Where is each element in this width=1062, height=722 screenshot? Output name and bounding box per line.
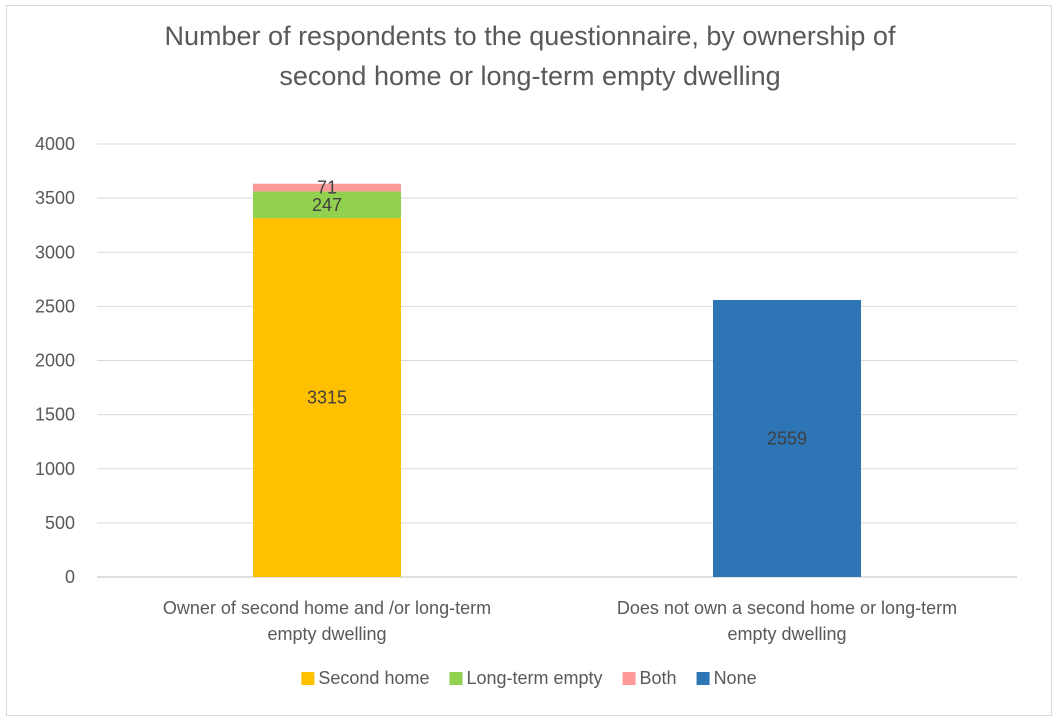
bar-segment bbox=[253, 191, 401, 219]
chart-title-line-2: second home or long-term empty dwelling bbox=[279, 61, 781, 91]
bar-segment bbox=[253, 183, 401, 192]
x-category-label: Owner of second home and /or long-term bbox=[163, 598, 491, 618]
x-category-label: empty dwelling bbox=[267, 624, 386, 644]
y-tick-label: 2500 bbox=[35, 296, 75, 316]
chart-title: Number of respondents to the questionnai… bbox=[7, 16, 1053, 96]
data-label: 71 bbox=[317, 178, 337, 198]
legend-swatch bbox=[301, 672, 315, 685]
y-tick-label: 500 bbox=[45, 513, 75, 533]
legend-swatch bbox=[622, 672, 636, 685]
legend-label: Both bbox=[640, 668, 677, 688]
legend-label: Second home bbox=[318, 668, 429, 688]
x-category-label: Does not own a second home or long-term bbox=[617, 598, 957, 618]
bar-segment bbox=[713, 299, 861, 577]
y-tick-label: 4000 bbox=[35, 134, 75, 154]
x-category-label: empty dwelling bbox=[727, 624, 846, 644]
y-tick-label: 0 bbox=[65, 567, 75, 587]
chart-title-line-1: Number of respondents to the questionnai… bbox=[164, 21, 896, 51]
y-tick-label: 1500 bbox=[35, 405, 75, 425]
legend-swatch bbox=[696, 672, 710, 685]
y-tick-label: 3500 bbox=[35, 188, 75, 208]
legend-label: None bbox=[714, 668, 757, 688]
y-tick-label: 2000 bbox=[35, 351, 75, 371]
data-label: 3315 bbox=[307, 388, 347, 408]
data-label: 247 bbox=[312, 195, 342, 215]
legend-swatch bbox=[449, 672, 463, 685]
bar-segment bbox=[253, 218, 401, 577]
y-tick-label: 3000 bbox=[35, 242, 75, 262]
y-tick-label: 1000 bbox=[35, 459, 75, 479]
legend-label: Long-term empty bbox=[466, 668, 602, 688]
data-label: 2559 bbox=[767, 428, 807, 448]
